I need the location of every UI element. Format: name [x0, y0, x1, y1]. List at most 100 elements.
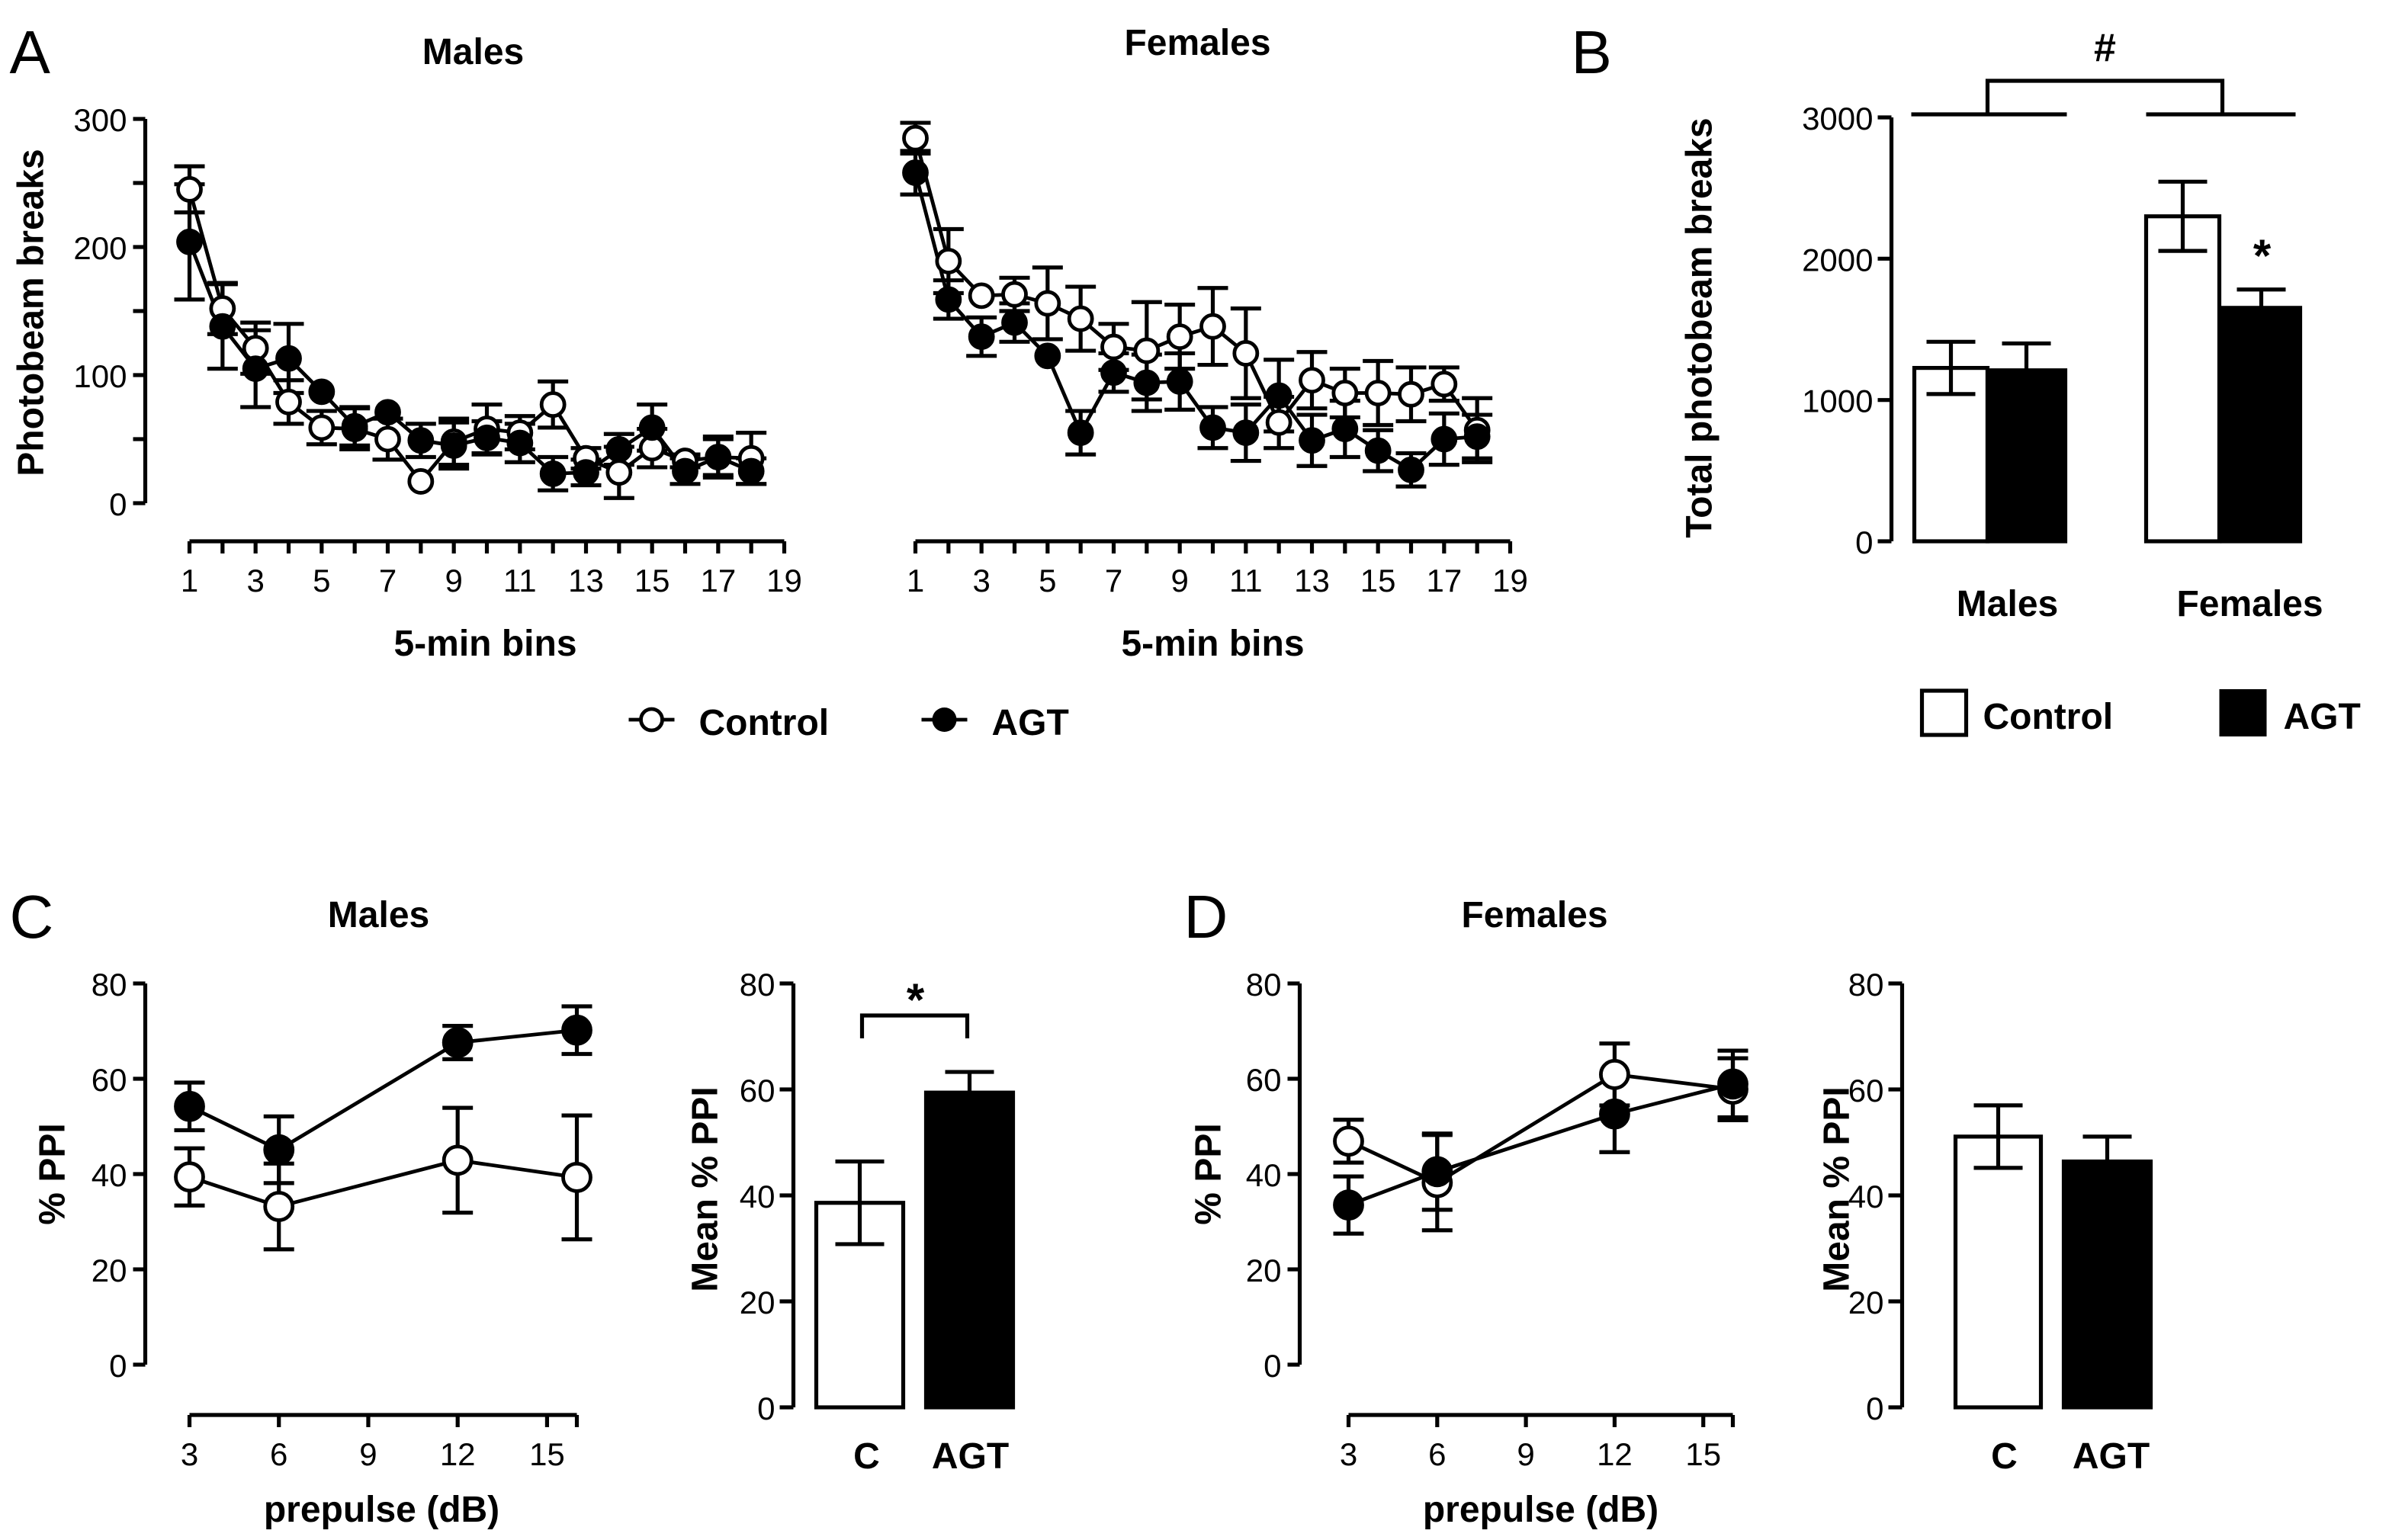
d-line-agt-point: [1599, 1098, 1630, 1130]
panel-a-females-title: Females: [1124, 23, 1270, 63]
legend-a-control-label: Control: [699, 703, 830, 743]
a-females-control-point: [1431, 371, 1458, 398]
a-females-control-point: [1100, 333, 1127, 361]
a-females-control-point: [1166, 323, 1193, 351]
c-line-y-tick-label: 20: [92, 1253, 127, 1288]
panel-c-xlabel: prepulse (dB): [264, 1490, 499, 1530]
panel-d-bar-y-tick-label: 0: [1866, 1391, 1883, 1426]
a-males-x-tick-label: 19: [766, 563, 802, 598]
legend-a-agt-marker: [932, 707, 957, 732]
panel-b-category-females: Females: [2176, 584, 2323, 624]
panel-c-bar-y-tick-label: 0: [757, 1391, 775, 1426]
a-females-x-tick-label: 11: [1229, 563, 1263, 598]
panel-b-bar-females-agt: [2220, 306, 2303, 544]
c-line-agt-point: [442, 1027, 474, 1058]
panel-d-bar-category-c: C: [1991, 1436, 2018, 1477]
panel-c-title: Males: [328, 895, 429, 935]
a-females-agt-point: [1232, 419, 1260, 446]
panel-c-bar-ylabel: Mean % PPI: [686, 1086, 726, 1291]
panel-d-ylabel: % PPI: [1189, 1123, 1229, 1224]
c-line-control-point: [442, 1144, 474, 1176]
a-females-control-point: [1067, 305, 1094, 332]
a-females-control-point: [1034, 290, 1061, 317]
a-males-y-tick-label: 200: [73, 230, 127, 266]
c-line-y-tick-label: 60: [92, 1062, 127, 1098]
panel-b-y-tick-label: 3000: [1802, 101, 1873, 136]
panel-d-bar-agt: [2061, 1159, 2153, 1410]
panel-a-males-title: Males: [422, 32, 524, 72]
d-line-agt-line: [1347, 1082, 1734, 1207]
panel-d-xlabel: prepulse (dB): [1423, 1490, 1658, 1530]
c-line-agt-point: [561, 1014, 592, 1046]
a-males-y-tick-label: 300: [73, 102, 127, 138]
a-females-control-point: [902, 124, 929, 152]
a-females-agt-point: [1100, 359, 1127, 387]
a-females-x-tick-label: 5: [1039, 563, 1056, 598]
a-males-x-tick-label: 1: [181, 563, 198, 598]
a-females-control-point: [1232, 340, 1260, 367]
a-females-x-tick-label: 19: [1492, 563, 1528, 598]
a-females-agt-point: [1364, 437, 1392, 464]
a-females-control-point: [1001, 281, 1028, 308]
c-line-x-tick-label: 12: [440, 1436, 476, 1472]
a-males-agt-point: [341, 412, 368, 440]
d-line-control-line: [1347, 1072, 1733, 1185]
a-females-control-point: [1331, 380, 1359, 406]
panel-b-ylabel: Total photobeam breaks: [1680, 117, 1720, 537]
panel-letter-c: C: [10, 883, 54, 951]
a-females-control-point: [968, 282, 995, 310]
a-females-agt-point: [1166, 367, 1193, 395]
a-males-control-line: [188, 188, 752, 485]
a-females-x-tick-label: 15: [1360, 563, 1396, 598]
a-females-x-tick-label: 3: [972, 563, 990, 598]
a-females-agt-point: [1299, 427, 1325, 454]
panel-c-bar-agt: [923, 1090, 1016, 1410]
panel-letter-d: D: [1184, 883, 1228, 951]
panel-a-males-xlabel: 5-min bins: [393, 624, 576, 664]
legend-b-control-swatch: [1919, 688, 1969, 737]
a-males-x-tick-label: 7: [379, 563, 397, 598]
a-females-x-tick-label: 7: [1105, 563, 1122, 598]
c-line-y-tick-label: 40: [92, 1157, 127, 1193]
legend-a-agt-label: AGT: [992, 703, 1069, 743]
a-males-control-point: [176, 175, 203, 203]
a-males-agt-point: [605, 436, 633, 463]
c-line-y-tick-label: 0: [109, 1348, 127, 1384]
a-females-control-point: [1364, 380, 1392, 406]
a-males-x-tick-label: 3: [246, 563, 264, 598]
d-line-x-tick-label: 9: [1517, 1436, 1534, 1472]
a-males-agt-point: [474, 424, 500, 451]
a-males-agt-point: [440, 432, 467, 459]
a-females-control-point: [1398, 380, 1424, 408]
a-females-agt-point: [1463, 423, 1491, 451]
a-males-control-point: [308, 414, 336, 441]
c-line-agt-point: [263, 1134, 295, 1166]
a-males-control-point: [374, 425, 401, 453]
legend-b-agt-label: AGT: [2284, 697, 2361, 737]
panel-b-y-tick-label: 1000: [1802, 383, 1873, 419]
a-females-control-point: [1133, 337, 1161, 364]
panel-c-ylabel: % PPI: [33, 1123, 73, 1224]
panel-c-bar-category-c: C: [853, 1436, 880, 1477]
a-males-x-tick-label: 17: [700, 563, 736, 598]
c-line-x-tick-label: 15: [529, 1436, 565, 1472]
a-females-control-point: [935, 248, 962, 274]
a-females-agt-point: [902, 159, 929, 186]
a-males-agt-point: [573, 459, 599, 486]
a-females-x-tick-label: 1: [907, 563, 924, 598]
legend-a: Control AGT: [628, 703, 1069, 743]
a-females-agt-point: [1001, 309, 1028, 336]
d-line-control-point: [1599, 1058, 1630, 1090]
a-females-x-tick-label: 13: [1294, 563, 1330, 598]
a-males-y-tick-label: 100: [73, 358, 127, 394]
a-males-control-point: [275, 388, 302, 415]
panel-b-category-males: Males: [1957, 584, 2058, 624]
panel-c-significance-star: *: [907, 974, 925, 1025]
c-line-control-line: [188, 1158, 577, 1209]
a-males-agt-point: [638, 414, 666, 441]
panel-d-bar-y-tick-label: 40: [1848, 1179, 1884, 1214]
a-males-x-tick-label: 5: [313, 563, 330, 598]
d-line-agt-point: [1717, 1068, 1748, 1100]
legend-a-control-marker: [639, 707, 664, 733]
a-males-agt-point: [308, 378, 336, 406]
